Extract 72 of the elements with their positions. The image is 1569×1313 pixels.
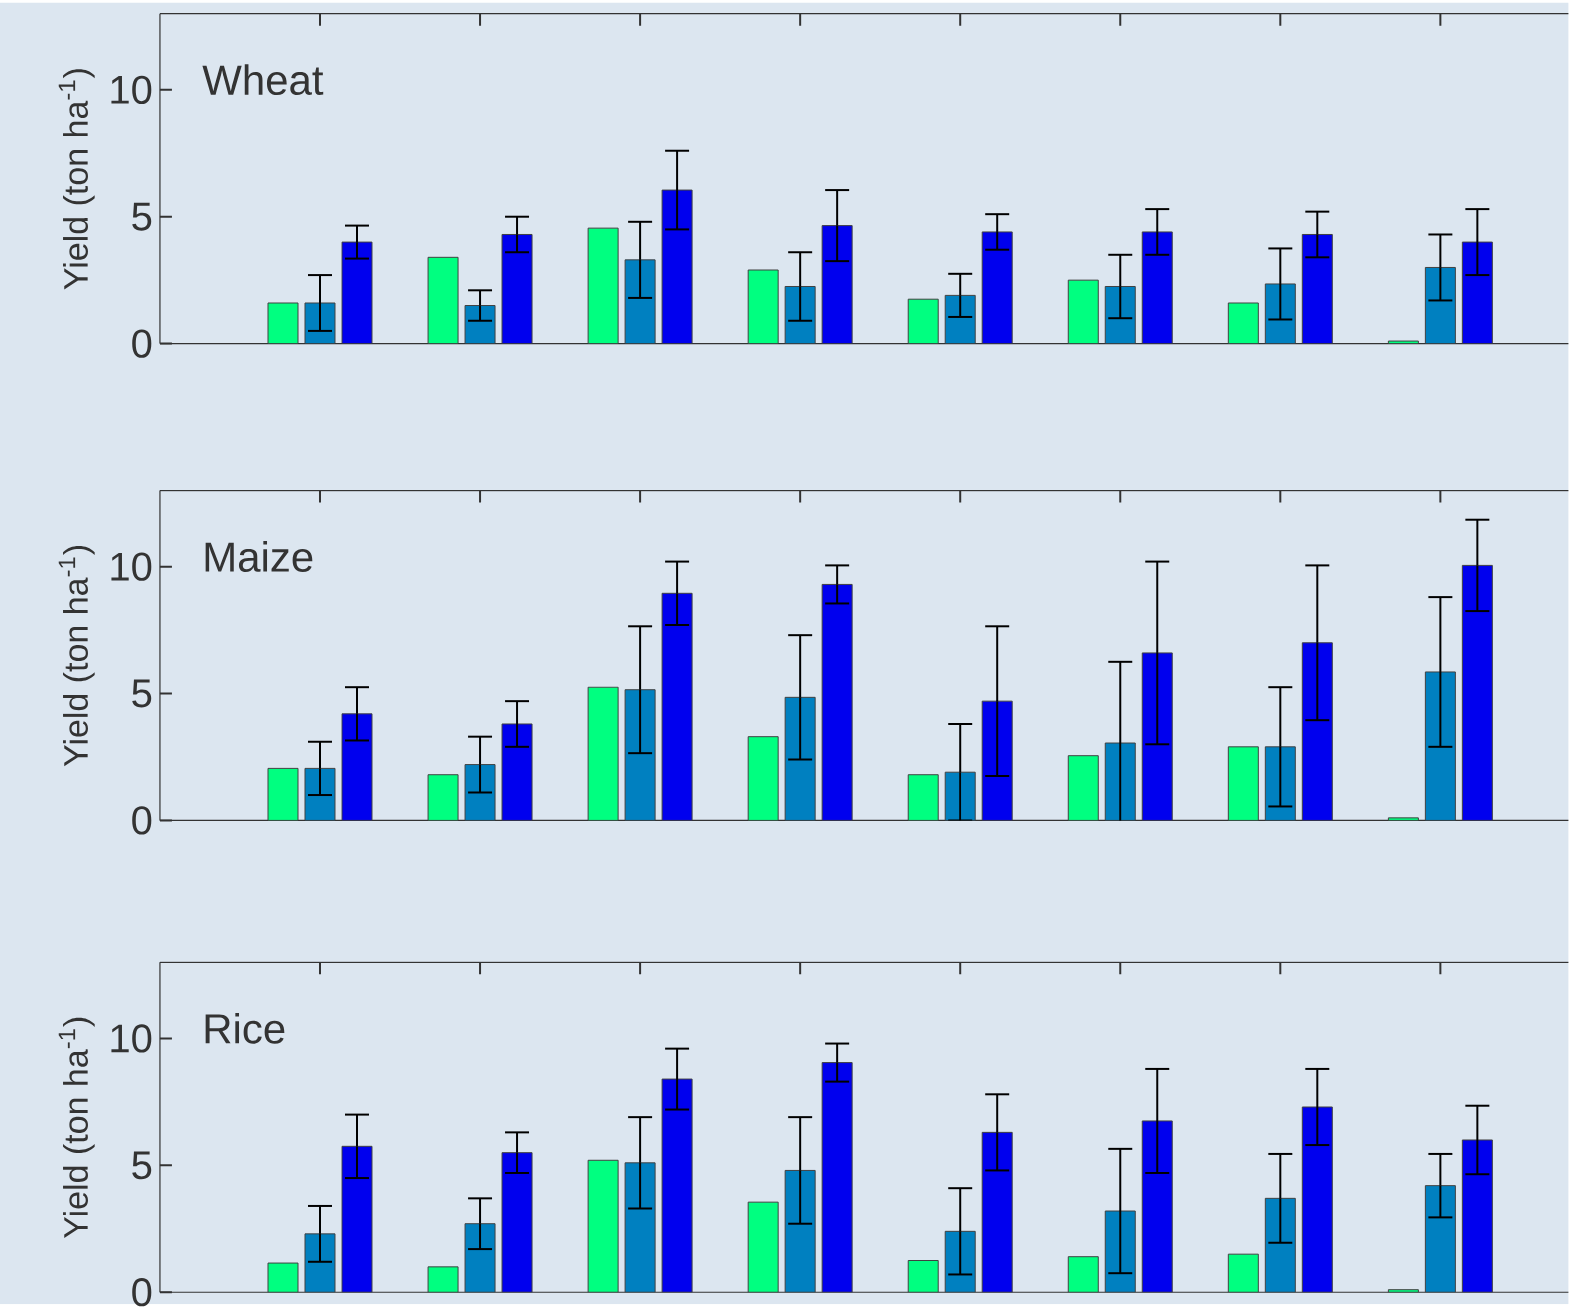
bar [661,592,693,821]
bar [501,233,533,344]
text: Rice [205,1012,285,1044]
bar [1141,231,1173,344]
bar [1424,671,1456,821]
bar [624,1162,656,1293]
bar [1461,564,1493,821]
y-axis-title: Yield (ton ha$^{-1}$) [58,69,95,290]
bar [427,256,459,344]
bar [1067,755,1099,821]
bar [1141,1120,1173,1293]
bar [1264,1197,1296,1293]
bar [747,269,779,344]
bar [501,1152,533,1293]
bar [784,696,816,821]
y-tick-label: 5 [132,202,152,231]
bar [907,774,939,821]
bar [1461,1139,1493,1293]
bar [1424,1185,1456,1293]
bar [944,294,976,344]
bar [661,189,693,344]
bar [464,305,496,344]
bar [427,774,459,821]
bar [1301,233,1333,344]
bar [1067,279,1099,344]
y-tick-label: 0 [132,329,152,358]
bar [341,241,373,344]
bar [821,1062,853,1293]
bar [587,1159,619,1293]
bar [501,723,533,821]
bar [341,713,373,821]
bar [304,1233,336,1293]
bar [1461,241,1493,344]
y-axis-title: Yield (ton ha$^{-1}$) [58,1017,95,1239]
bar [587,227,619,344]
bar [341,1145,373,1293]
bar [907,1260,939,1293]
y-tick-label: 10 [111,1024,152,1053]
bar [747,736,779,821]
bar [587,686,619,821]
bar [981,1131,1013,1293]
bar [907,298,939,344]
y-tick-label: 0 [132,806,152,835]
y-tick-label: 10 [111,552,152,581]
y-tick-label: 5 [132,1151,152,1180]
y-tick-label: 0 [132,1278,152,1307]
y-axis-title: Yield (ton ha$^{-1}$) [58,546,95,767]
text: Wheat [202,64,324,96]
bar [1424,266,1456,344]
bar [1301,642,1333,821]
bar [1227,302,1259,344]
bar [267,302,299,344]
bar [784,1169,816,1293]
bar [1227,746,1259,821]
bar [981,231,1013,344]
bar [464,764,496,821]
bar [821,583,853,821]
text: Maize [205,541,313,572]
bar [1227,1253,1259,1293]
bar [304,767,336,821]
bar [661,1078,693,1293]
bar [624,689,656,821]
bar [747,1201,779,1293]
bar [624,259,656,344]
bar [1301,1106,1333,1293]
y-tick-label: 5 [132,679,152,708]
bar [464,1223,496,1293]
bar [267,1262,299,1293]
y-tick-label: 10 [111,75,152,104]
bar [267,767,299,821]
bar [821,225,853,344]
bar [1067,1256,1099,1293]
